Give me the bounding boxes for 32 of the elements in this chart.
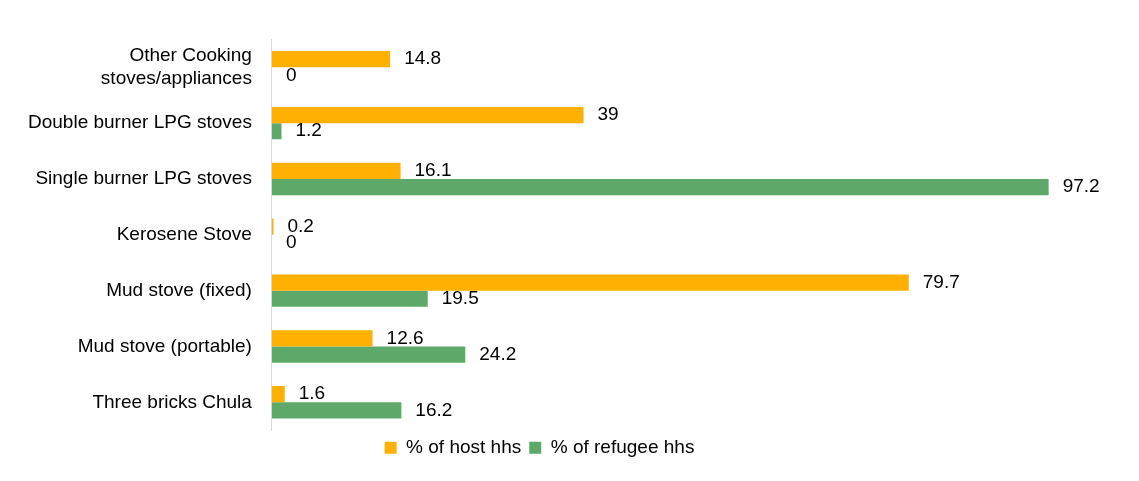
data-label: 39 (597, 103, 619, 125)
y-tick-label: Mud stove (portable) (77, 334, 252, 356)
y-tick-label: Three bricks Chula (92, 390, 253, 412)
data-label: 24.2 (479, 342, 517, 364)
bar (271, 386, 285, 403)
data-label: 14.8 (404, 47, 442, 69)
y-tick-label: Double burner LPG stoves (27, 111, 252, 133)
bar (271, 162, 401, 179)
data-label: 79.7 (922, 270, 960, 292)
data-label: 0 (285, 63, 297, 85)
data-label: 16.1 (414, 159, 452, 181)
bar (271, 274, 909, 291)
y-tick-label: Single burner LPG stoves (35, 167, 252, 189)
y-tick-label: Other Cooking stoves/appliances (100, 44, 252, 88)
bar (271, 123, 282, 140)
data-label: 16.2 (415, 398, 453, 420)
y-tick-label: Kerosene Stove (116, 223, 252, 245)
data-label: 19.5 (441, 286, 479, 308)
bar (271, 51, 391, 68)
bar (271, 290, 428, 307)
bar (271, 330, 373, 347)
data-label: 1.6 (298, 382, 326, 404)
bar (271, 178, 1049, 196)
y-tick-label: Mud stove (fixed) (106, 278, 252, 300)
bar (271, 346, 466, 363)
bar (271, 106, 584, 124)
bar (271, 402, 402, 419)
data-label: 12.6 (386, 326, 424, 348)
legend-label: % of refugee hhs (550, 435, 695, 457)
data-label: 1.2 (295, 119, 322, 141)
legend-label: % of host hhs (406, 435, 522, 457)
data-label: 97.2 (1062, 175, 1100, 197)
